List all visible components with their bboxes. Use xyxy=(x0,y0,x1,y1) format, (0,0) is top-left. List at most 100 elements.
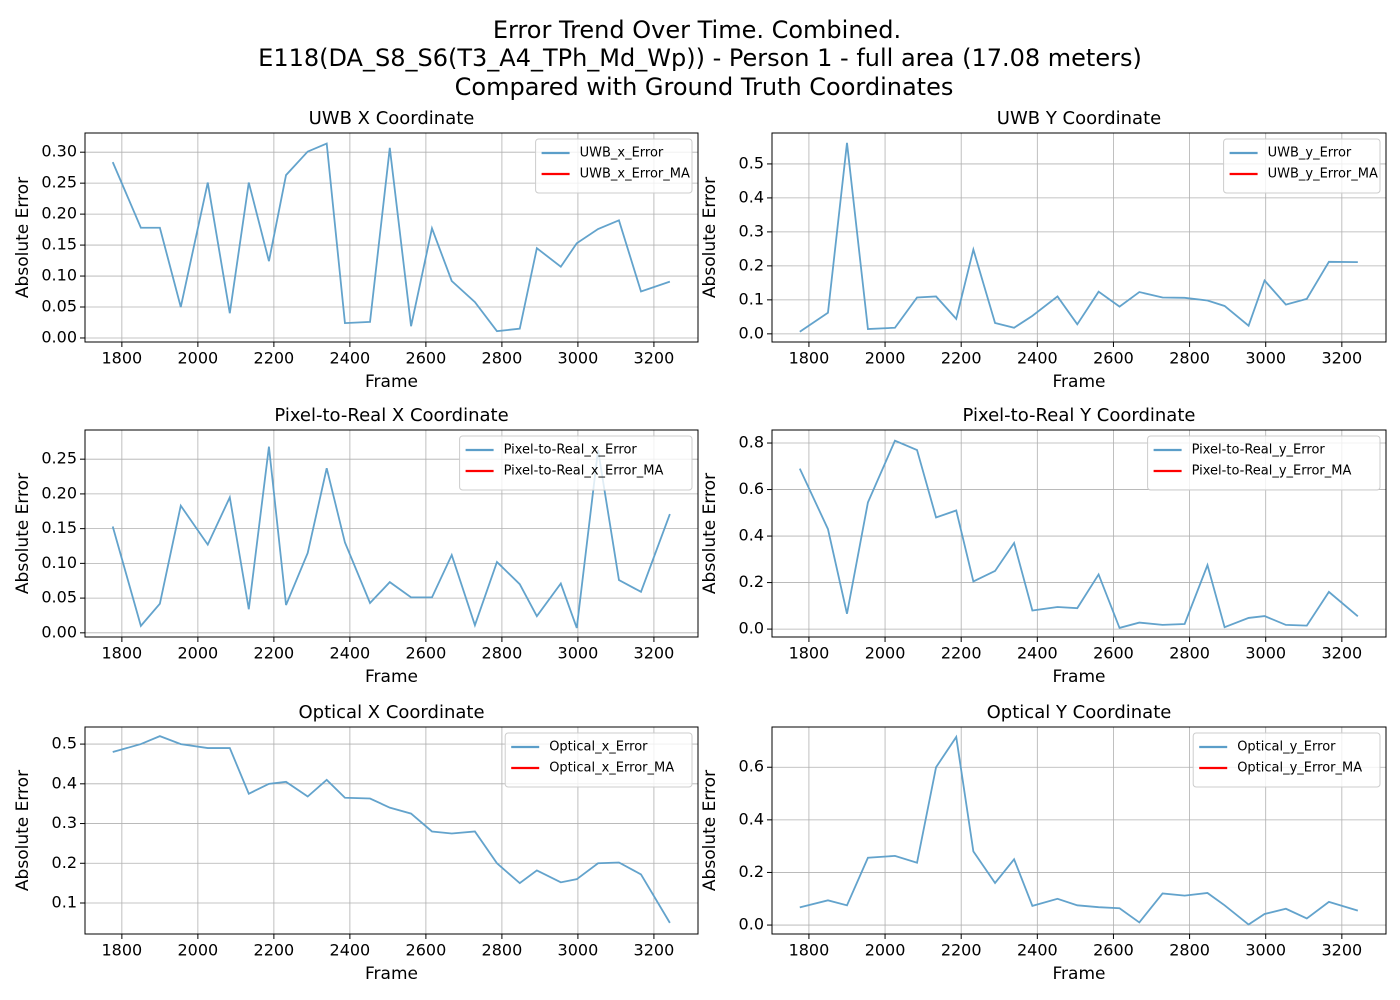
x-tick-label: 2000 xyxy=(178,941,219,960)
x-tick-label: 2400 xyxy=(330,941,371,960)
x-tick-label: 3000 xyxy=(558,349,599,368)
subplot-title: Pixel-to-Real Y Coordinate xyxy=(963,405,1196,426)
x-tick-label: 2000 xyxy=(865,941,906,960)
y-tick-label: 0.0 xyxy=(739,619,764,638)
y-axis-label: Absolute Error xyxy=(13,177,33,298)
legend-label: UWB_x_Error xyxy=(580,146,664,161)
legend-label: Pixel-to-Real_x_Error xyxy=(504,443,638,458)
x-tick-label: 2200 xyxy=(941,941,982,960)
data-line xyxy=(799,734,1359,926)
legend-label: UWB_x_Error_MA xyxy=(580,167,690,182)
legend-box xyxy=(1223,138,1381,194)
x-tick-label: 1800 xyxy=(102,941,143,960)
data-line xyxy=(798,439,1359,630)
x-axis-label: Frame xyxy=(365,667,418,687)
x-tick-label: 2400 xyxy=(330,644,371,663)
x-tick-label: 2800 xyxy=(1169,941,1210,960)
y-tick-label: 0.6 xyxy=(739,479,764,498)
y-tick-label: 0.30 xyxy=(41,142,77,161)
subplot: Optical Y Coordinate Frame Absolute Error 1… xyxy=(700,702,1387,984)
subplot: Optical X Coordinate Frame Absolute Error 1… xyxy=(13,702,699,984)
x-tick-label: 3000 xyxy=(558,644,599,663)
y-tick-label: 0.5 xyxy=(52,734,77,753)
x-tick-label: 2800 xyxy=(1169,644,1210,663)
x-tick-label: 2800 xyxy=(482,941,523,960)
data-line xyxy=(111,446,671,629)
x-tick-label: 3000 xyxy=(558,941,599,960)
x-tick-label: 2200 xyxy=(254,941,295,960)
legend-box xyxy=(459,435,693,491)
data-line xyxy=(799,142,1358,333)
y-tick-label: 0.15 xyxy=(41,235,77,254)
x-tick-label: 3200 xyxy=(1321,644,1362,663)
x-tick-label: 2200 xyxy=(254,644,295,663)
subplot-title: Optical X Coordinate xyxy=(298,702,484,723)
subplot-title: UWB Y Coordinate xyxy=(997,108,1161,129)
y-tick-label: 0.10 xyxy=(41,553,77,572)
x-tick-label: 2600 xyxy=(1093,644,1134,663)
x-tick-label: 2800 xyxy=(482,644,523,663)
y-tick-label: 0.25 xyxy=(41,173,77,192)
x-tick-label: 3000 xyxy=(1245,349,1286,368)
x-axis-label: Frame xyxy=(365,372,418,392)
y-tick-label: 0.15 xyxy=(41,518,77,537)
x-tick-label: 2600 xyxy=(406,941,447,960)
data-line xyxy=(111,142,671,333)
x-axis-label: Frame xyxy=(365,964,418,984)
x-tick-label: 2600 xyxy=(406,644,447,663)
x-tick-label: 3200 xyxy=(634,349,675,368)
y-tick-label: 0.00 xyxy=(41,327,77,346)
subplot: UWB X Coordinate Frame Absolute Error 1800 2… xyxy=(13,108,699,392)
y-tick-label: 0.2 xyxy=(52,853,77,872)
subplot-title: Optical Y Coordinate xyxy=(987,702,1172,723)
y-tick-label: 0.5 xyxy=(739,153,764,172)
legend: Pixel-to-Real_x_Error Pixel-to-Real_x_Err… xyxy=(459,435,693,491)
x-tick-label: 2400 xyxy=(1017,941,1058,960)
x-tick-label: 2000 xyxy=(865,644,906,663)
x-tick-label: 3200 xyxy=(634,941,675,960)
y-tick-label: 0.2 xyxy=(739,572,764,591)
legend-label: Pixel-to-Real_x_Error_MA xyxy=(504,464,664,479)
x-tick-label: 2600 xyxy=(406,349,447,368)
y-tick-label: 0.1 xyxy=(52,893,77,912)
legend-label: Pixel-to-Real_y_Error xyxy=(1192,443,1326,458)
plot-frame xyxy=(771,429,1387,638)
subplot-title: UWB X Coordinate xyxy=(309,108,475,129)
legend-box xyxy=(1147,435,1381,491)
x-tick-label: 2800 xyxy=(1169,349,1210,368)
suptitle: Compared with Ground Truth Coordinates xyxy=(455,73,954,101)
x-tick-label: 2200 xyxy=(941,349,982,368)
suptitle: Error Trend Over Time. Combined. xyxy=(493,16,901,44)
x-tick-label: 3000 xyxy=(1245,941,1286,960)
x-tick-label: 2000 xyxy=(865,349,906,368)
y-axis-label: Absolute Error xyxy=(700,177,720,298)
y-tick-label: 0.6 xyxy=(739,757,764,776)
y-tick-label: 0.25 xyxy=(41,449,77,468)
x-tick-label: 1800 xyxy=(789,349,830,368)
x-tick-label: 1800 xyxy=(102,644,143,663)
plot-frame xyxy=(771,726,1387,935)
y-tick-label: 0.4 xyxy=(739,526,764,545)
legend-box xyxy=(1192,732,1381,788)
x-tick-label: 1800 xyxy=(102,349,143,368)
y-tick-label: 0.05 xyxy=(41,297,77,316)
legend: Optical_x_Error Optical_x_Error_MA xyxy=(504,732,693,788)
data-line xyxy=(112,735,671,924)
y-tick-label: 0.4 xyxy=(739,809,764,828)
x-tick-label: 2600 xyxy=(1093,941,1134,960)
y-axis-label: Absolute Error xyxy=(13,770,33,891)
legend-label: Optical_x_Error xyxy=(549,740,648,755)
y-tick-label: 0.1 xyxy=(739,289,764,308)
subplot: Pixel-to-Real Y Coordinate Frame Absolute … xyxy=(700,405,1387,687)
x-tick-label: 2400 xyxy=(1017,644,1058,663)
x-tick-label: 3200 xyxy=(1321,349,1362,368)
legend: UWB_x_Error UWB_x_Error_MA xyxy=(535,138,693,194)
y-tick-label: 0.0 xyxy=(739,323,764,342)
plot-frame xyxy=(771,132,1387,343)
y-tick-label: 0.3 xyxy=(52,813,77,832)
plot-frame xyxy=(84,726,699,935)
y-tick-label: 0.2 xyxy=(739,862,764,881)
x-axis-label: Frame xyxy=(1053,964,1106,984)
legend-label: Optical_y_Error xyxy=(1237,740,1336,755)
